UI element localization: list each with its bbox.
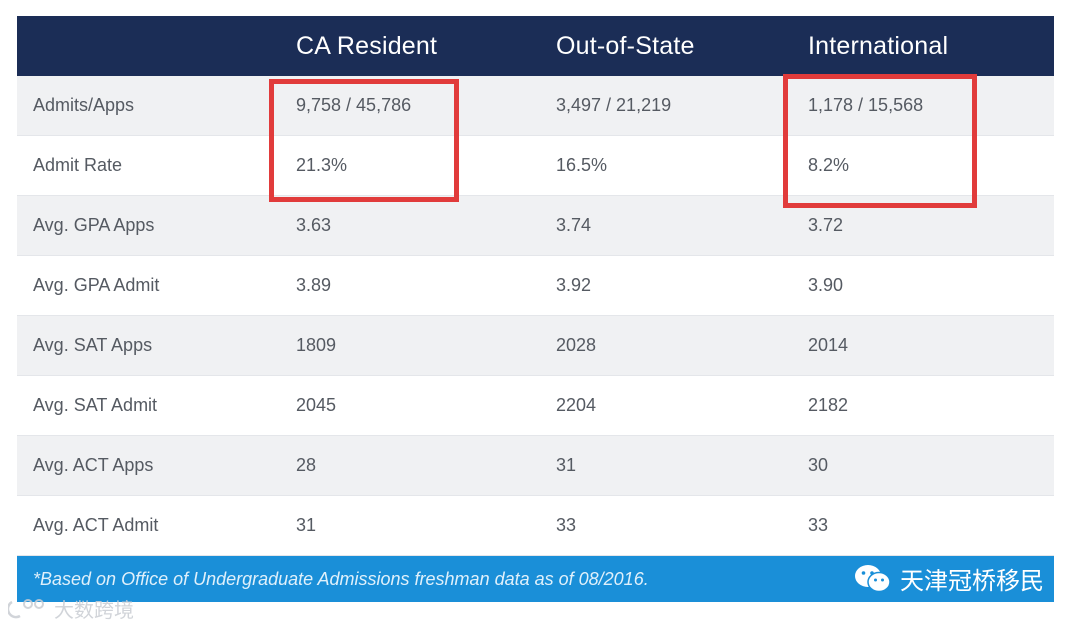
ca-value: 3.63 xyxy=(296,215,332,235)
table-row: Avg. ACT Apps 28 31 30 xyxy=(17,436,1054,496)
table-row: Admits/Apps 9,758 / 45,786 3,497 / 21,21… xyxy=(17,76,1054,136)
intl-value: 2182 xyxy=(808,395,849,415)
footer-note-text: *Based on Office of Undergraduate Admiss… xyxy=(33,568,649,589)
header-cell-out-of-state: Out-of-State xyxy=(556,31,695,60)
intl-value: 8.2% xyxy=(808,155,850,175)
oos-value: 3.92 xyxy=(556,275,592,295)
watermark-text: 大数跨境 xyxy=(54,598,134,622)
row-label: Admits/Apps xyxy=(33,95,135,115)
ca-value: 2045 xyxy=(296,395,337,415)
intl-value: 2014 xyxy=(808,335,849,355)
ca-value: 28 xyxy=(296,455,317,475)
oos-value: 31 xyxy=(556,455,577,475)
oos-value: 33 xyxy=(556,515,577,535)
ca-value: 31 xyxy=(296,515,317,535)
oos-value: 3,497 / 21,219 xyxy=(556,95,672,115)
ca-value: 1809 xyxy=(296,335,337,355)
oos-value: 3.74 xyxy=(556,215,592,235)
table-row: Avg. ACT Admit 31 33 33 xyxy=(17,496,1054,556)
wechat-account-badge: 天津冠桥移民 xyxy=(854,561,1044,596)
row-label: Avg. SAT Admit xyxy=(33,395,158,415)
ca-value: 9,758 / 45,786 xyxy=(296,95,412,115)
row-label: Avg. GPA Admit xyxy=(33,275,160,295)
row-label: Avg. SAT Apps xyxy=(33,335,153,355)
intl-value: 3.72 xyxy=(808,215,844,235)
row-label: Admit Rate xyxy=(33,155,123,175)
wechat-account-name: 天津冠桥移民 xyxy=(900,567,1044,595)
wechat-icon xyxy=(855,564,891,592)
watermark-logo-icon xyxy=(8,598,44,618)
table-row: Avg. SAT Admit 2045 2204 2182 xyxy=(17,376,1054,436)
header-cell-international: International xyxy=(808,31,949,60)
row-label: Avg. GPA Apps xyxy=(33,215,155,235)
table-footer-note: *Based on Office of Undergraduate Admiss… xyxy=(17,556,1054,602)
oos-value: 2204 xyxy=(556,395,597,415)
row-label: Avg. ACT Admit xyxy=(33,515,159,535)
oos-value: 16.5% xyxy=(556,155,608,175)
intl-value: 30 xyxy=(808,455,829,475)
ca-value: 3.89 xyxy=(296,275,332,295)
table-header-row: CA Resident Out-of-State International xyxy=(17,16,1054,76)
table-row: Avg. SAT Apps 1809 2028 2014 xyxy=(17,316,1054,376)
header-cell-ca-resident: CA Resident xyxy=(296,31,438,60)
table-row: Avg. GPA Apps 3.63 3.74 3.72 xyxy=(17,196,1054,256)
admissions-table: CA Resident Out-of-State International A… xyxy=(17,16,1054,602)
intl-value: 1,178 / 15,568 xyxy=(808,95,924,115)
intl-value: 33 xyxy=(808,515,829,535)
intl-value: 3.90 xyxy=(808,275,844,295)
watermark: 大数跨境 xyxy=(8,594,134,623)
ca-value: 21.3% xyxy=(296,155,348,175)
row-label: Avg. ACT Apps xyxy=(33,455,154,475)
table-row: Admit Rate 21.3% 16.5% 8.2% xyxy=(17,136,1054,196)
table-row: Avg. GPA Admit 3.89 3.92 3.90 xyxy=(17,256,1054,316)
oos-value: 2028 xyxy=(556,335,597,355)
